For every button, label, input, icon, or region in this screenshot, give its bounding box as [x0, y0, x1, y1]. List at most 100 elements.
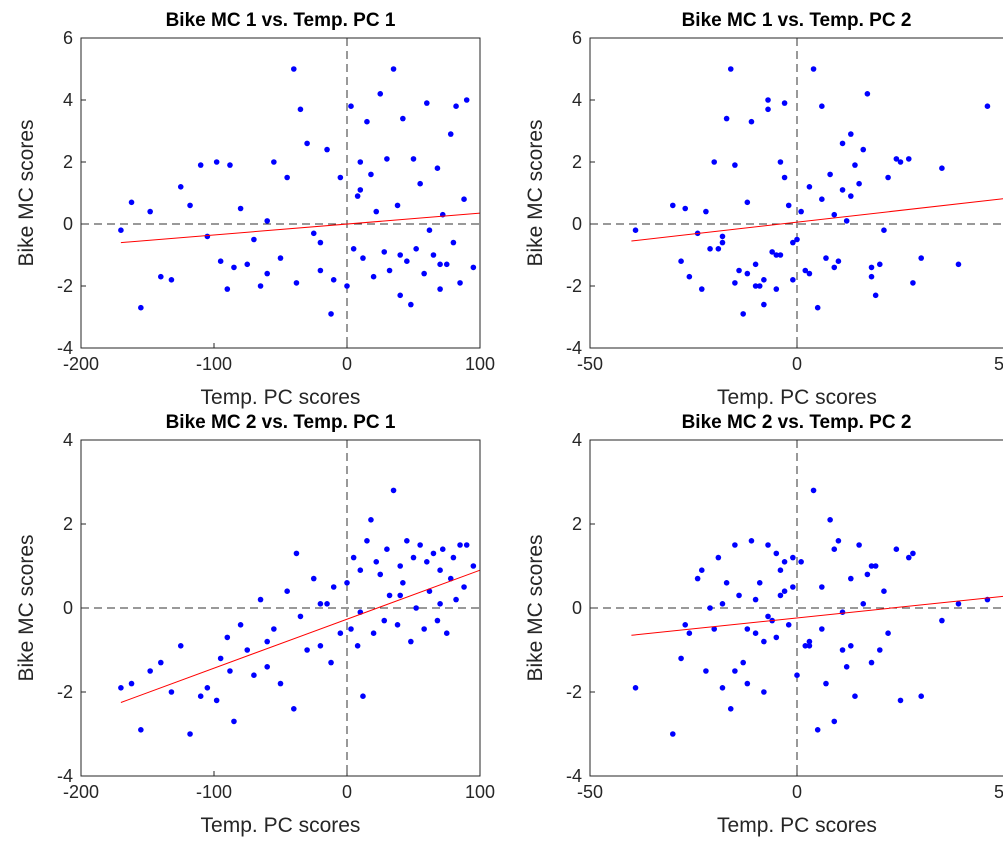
- subplot-title: Bike MC 2 vs. Temp. PC 1: [166, 412, 396, 433]
- point: [682, 622, 689, 628]
- point: [434, 617, 441, 624]
- point: [715, 554, 722, 561]
- point: [293, 550, 300, 557]
- point: [773, 634, 780, 641]
- point: [868, 264, 875, 271]
- x-tick-label: -200: [63, 354, 99, 374]
- point: [437, 567, 443, 573]
- point: [360, 693, 366, 699]
- point: [463, 542, 470, 548]
- point: [732, 280, 738, 286]
- point: [864, 571, 871, 578]
- point: [939, 165, 945, 171]
- point: [317, 601, 324, 607]
- point: [703, 668, 709, 674]
- subplot: Bike MC 1 vs. Temp. PC 1 Temp. PC scores B…: [15, 10, 495, 409]
- point: [872, 292, 879, 299]
- point: [224, 286, 231, 292]
- point: [955, 601, 962, 607]
- point: [453, 103, 459, 109]
- x-tick-label: 0: [792, 782, 802, 802]
- y-tick-label: 4: [63, 90, 73, 110]
- point: [785, 622, 792, 628]
- point: [291, 66, 297, 72]
- point: [719, 601, 726, 607]
- point: [348, 626, 354, 632]
- point: [417, 542, 423, 548]
- point: [897, 697, 904, 704]
- point: [777, 592, 784, 599]
- point: [756, 283, 763, 289]
- point: [877, 647, 883, 653]
- point: [781, 588, 788, 594]
- point: [790, 277, 796, 283]
- point: [357, 159, 364, 165]
- point: [736, 267, 742, 274]
- point: [450, 554, 457, 561]
- point: [128, 199, 135, 206]
- point: [785, 202, 792, 209]
- point: [670, 731, 676, 737]
- point: [823, 680, 829, 687]
- point: [373, 208, 380, 215]
- x-axis-label: Temp. PC scores: [717, 386, 877, 409]
- point: [715, 246, 722, 252]
- point: [765, 542, 771, 548]
- point: [839, 609, 846, 615]
- point: [868, 273, 875, 280]
- point: [453, 596, 459, 603]
- point: [682, 205, 689, 212]
- point: [237, 622, 244, 628]
- point: [686, 630, 693, 636]
- point: [752, 283, 759, 289]
- point: [277, 255, 284, 261]
- point: [450, 239, 457, 246]
- point: [694, 575, 701, 582]
- point: [291, 706, 297, 712]
- point: [357, 567, 364, 573]
- point: [781, 100, 788, 106]
- point: [264, 218, 271, 224]
- subplot: Bike MC 1 vs. Temp. PC 2 Temp. PC scores B…: [524, 10, 1003, 409]
- point: [910, 550, 916, 557]
- point: [703, 208, 709, 215]
- point: [271, 159, 277, 165]
- point: [806, 184, 813, 190]
- point: [761, 638, 767, 645]
- point: [678, 258, 684, 265]
- point: [719, 239, 726, 246]
- point: [848, 575, 854, 582]
- point: [400, 115, 406, 122]
- point: [330, 277, 337, 283]
- point: [373, 559, 380, 565]
- point: [740, 311, 746, 317]
- point: [204, 233, 211, 240]
- point: [348, 103, 354, 109]
- point: [360, 255, 366, 261]
- point: [744, 626, 751, 632]
- point: [765, 106, 771, 113]
- point: [748, 118, 755, 125]
- point: [790, 239, 796, 246]
- point: [413, 605, 419, 611]
- point: [852, 162, 858, 168]
- point: [177, 184, 184, 190]
- point: [350, 246, 357, 252]
- point: [138, 304, 144, 311]
- axes-box: [589, 37, 1003, 349]
- point: [711, 626, 717, 632]
- point: [304, 140, 310, 147]
- point: [158, 659, 164, 666]
- point: [384, 156, 390, 162]
- x-tick-label: 50: [994, 782, 1003, 802]
- point: [744, 270, 751, 277]
- point: [400, 580, 406, 586]
- point: [868, 659, 875, 666]
- point: [707, 246, 713, 252]
- point: [128, 680, 135, 687]
- point: [257, 596, 264, 603]
- y-tick-label: 0: [63, 214, 73, 234]
- point: [324, 146, 330, 153]
- point: [864, 91, 871, 97]
- point: [443, 261, 450, 268]
